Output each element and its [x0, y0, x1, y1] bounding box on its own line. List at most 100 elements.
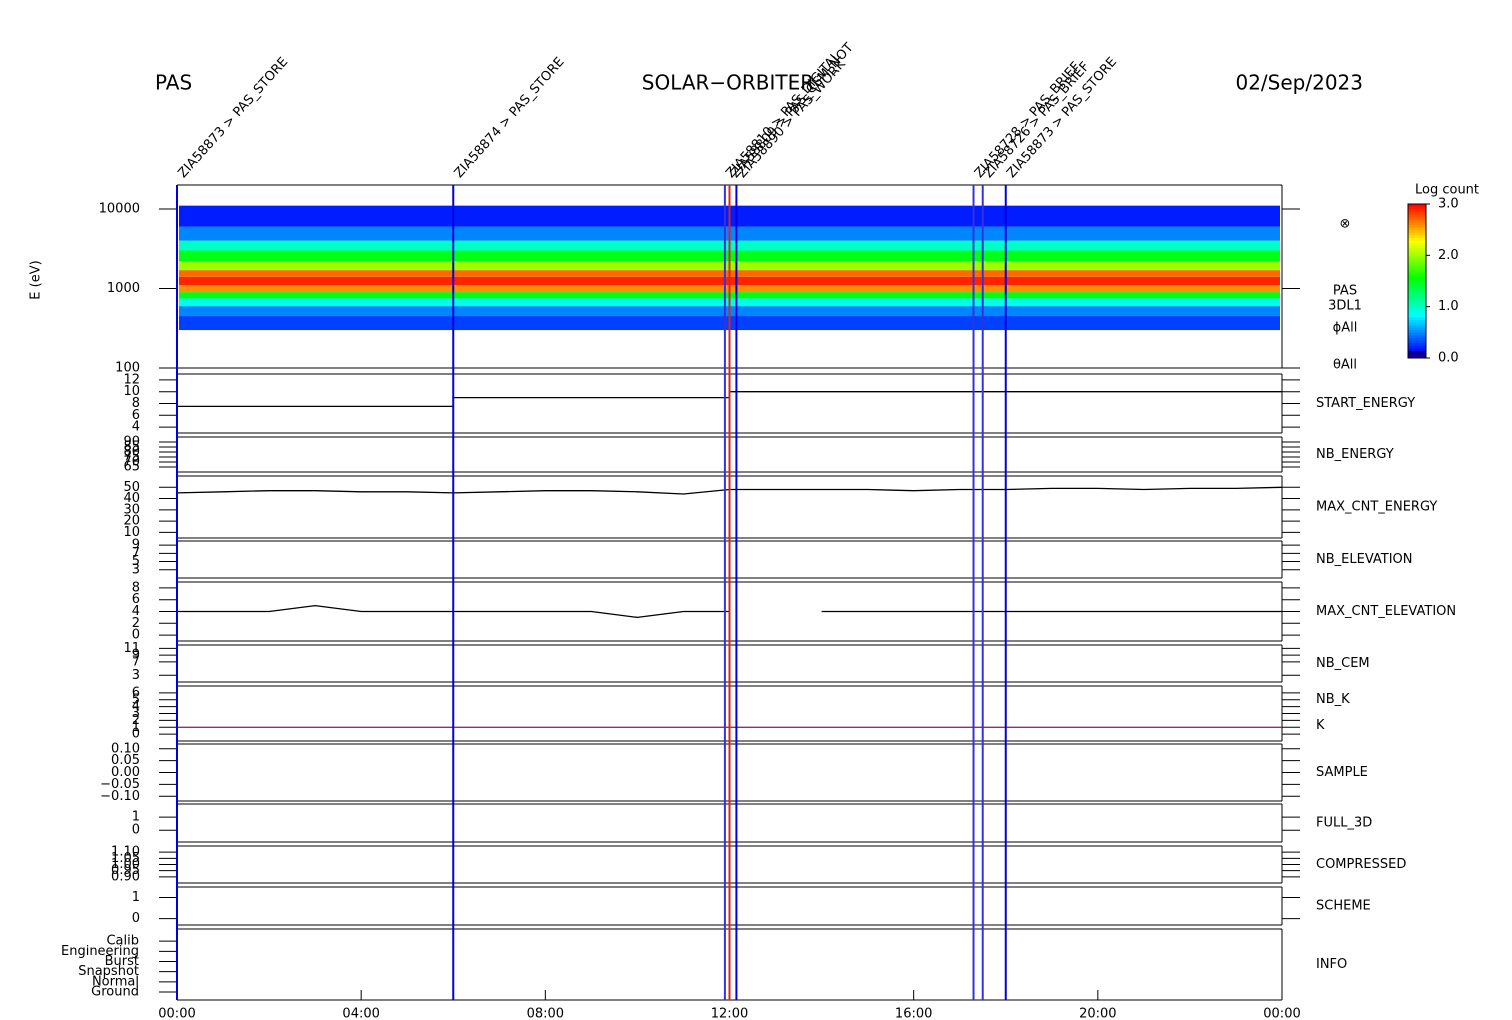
y-tick-label: 9	[132, 648, 140, 663]
colorbar-cell	[1408, 268, 1426, 272]
colorbar-cell	[1408, 322, 1426, 326]
colorbar-cell	[1408, 337, 1426, 341]
y-tick-label: 7	[132, 546, 140, 561]
x-tick-label: 00:00	[1263, 1007, 1300, 1020]
y-tick-label: 0.05	[111, 753, 140, 768]
colorbar-cell	[1408, 334, 1426, 338]
y-tick-label: 5	[132, 554, 140, 569]
colorbar-cell	[1408, 296, 1426, 300]
colorbar-cell	[1408, 340, 1426, 344]
side-label: θAll	[1333, 358, 1357, 373]
y-tick-label: 70	[123, 455, 140, 470]
colorbar-cell	[1408, 350, 1426, 354]
colorbar-cell	[1408, 257, 1426, 261]
panel-name: START_ENERGY	[1316, 396, 1415, 411]
y-tick-label: 100	[115, 361, 140, 376]
colorbar-cell	[1408, 288, 1426, 292]
colorbar-cell	[1408, 211, 1426, 215]
y-tick-label: 8	[132, 396, 140, 411]
colorbar-cell	[1408, 242, 1426, 246]
panel-name: NB_ENERGY	[1316, 447, 1394, 462]
y-tick-label: 11	[123, 641, 140, 656]
y-tick-label: 65	[123, 460, 140, 475]
y-tick-label: 10000	[99, 201, 140, 216]
colorbar-tick-label: 1.0	[1438, 299, 1459, 314]
y-tick-label: 0.10	[111, 741, 140, 756]
colorbar-cell	[1408, 206, 1426, 210]
colorbar-cell	[1408, 286, 1426, 290]
colorbar-cell	[1408, 304, 1426, 308]
colorbar-cell	[1408, 265, 1426, 269]
colorbar-cell	[1408, 306, 1426, 310]
side-label: PAS	[1333, 284, 1357, 299]
colorbar-cell	[1408, 345, 1426, 349]
colorbar-cell	[1408, 255, 1426, 259]
colorbar-cell	[1408, 298, 1426, 303]
y-tick-label: 30	[123, 502, 140, 517]
colorbar-cell	[1408, 270, 1426, 274]
y-tick-label: 6	[132, 685, 140, 700]
y-tick-label: −0.05	[100, 777, 140, 792]
colorbar-tick-label: 3.0	[1438, 197, 1459, 212]
colorbar-cell	[1408, 293, 1426, 297]
y-tick-label: Engineering	[61, 944, 139, 959]
colorbar-cell	[1408, 352, 1426, 356]
panel-name: NB_CEM	[1316, 656, 1370, 671]
y-tick-label: 2	[132, 616, 140, 631]
colorbar-cell	[1408, 204, 1426, 208]
y-tick-label: 0	[132, 727, 140, 742]
header-left: PAS	[155, 71, 192, 95]
data-line	[177, 391, 1282, 408]
colorbar-cell	[1408, 291, 1426, 295]
colorbar-cell	[1408, 229, 1426, 233]
colorbar-cell	[1408, 252, 1426, 256]
colorbar-cell	[1408, 263, 1426, 267]
colorbar-cell	[1408, 245, 1426, 249]
y-tick-label: 0	[132, 823, 140, 838]
panel-name: K	[1316, 718, 1325, 733]
colorbar-cell	[1408, 327, 1426, 331]
side-label: ϕAll	[1333, 321, 1358, 336]
colorbar-cell	[1408, 227, 1426, 231]
header-right: 02/Sep/2023	[1235, 71, 1363, 95]
colorbar-tick-label: 2.0	[1438, 248, 1459, 263]
colorbar-cell	[1408, 209, 1426, 213]
y-tick-label: 6	[132, 592, 140, 607]
panel-name: SCHEME	[1316, 899, 1371, 914]
y-tick-label: 50	[123, 480, 140, 495]
panel-name: NB_K	[1316, 692, 1350, 707]
side-label: ⊗	[1340, 217, 1351, 232]
colorbar-cell	[1408, 273, 1426, 277]
y-tick-label: Burst	[105, 954, 139, 969]
y-tick-label: 1	[132, 890, 140, 905]
x-tick-label: 08:00	[527, 1007, 564, 1020]
y-tick-label: 90	[123, 435, 140, 450]
colorbar-cell	[1408, 342, 1426, 346]
colorbar-cell	[1408, 347, 1426, 351]
y-tick-label: 10	[123, 525, 140, 540]
colorbar-title: Log count	[1415, 183, 1479, 198]
colorbar-cell	[1408, 221, 1426, 226]
y-tick-label: 5	[132, 692, 140, 707]
panel-name: MAX_CNT_ENERGY	[1316, 500, 1437, 515]
x-tick-label: 04:00	[342, 1007, 379, 1020]
y-tick-label: Normal	[92, 974, 139, 989]
y-tick-label: 1.05	[111, 851, 140, 866]
colorbar-cell	[1408, 278, 1426, 282]
y-tick-label: Ground	[91, 985, 139, 1000]
y-tick-label: 9	[132, 538, 140, 553]
y-tick-label: 1	[132, 810, 140, 825]
y-tick-label: 1	[132, 720, 140, 735]
colorbar-cell	[1408, 247, 1426, 251]
colorbar-cell	[1408, 316, 1426, 320]
panel-name: SAMPLE	[1316, 765, 1368, 780]
colorbar-frame	[1407, 203, 1427, 359]
colorbar-cell	[1408, 319, 1426, 323]
colorbar-cell	[1408, 355, 1426, 359]
y-tick-label: 6	[132, 408, 140, 423]
y-tick-label: 20	[123, 514, 140, 529]
y-tick-label: 3	[132, 668, 140, 683]
x-tick-label: 00:00	[158, 1007, 195, 1020]
colorbar-cell	[1408, 219, 1426, 223]
panel-name: MAX_CNT_ELEVATION	[1316, 604, 1456, 619]
